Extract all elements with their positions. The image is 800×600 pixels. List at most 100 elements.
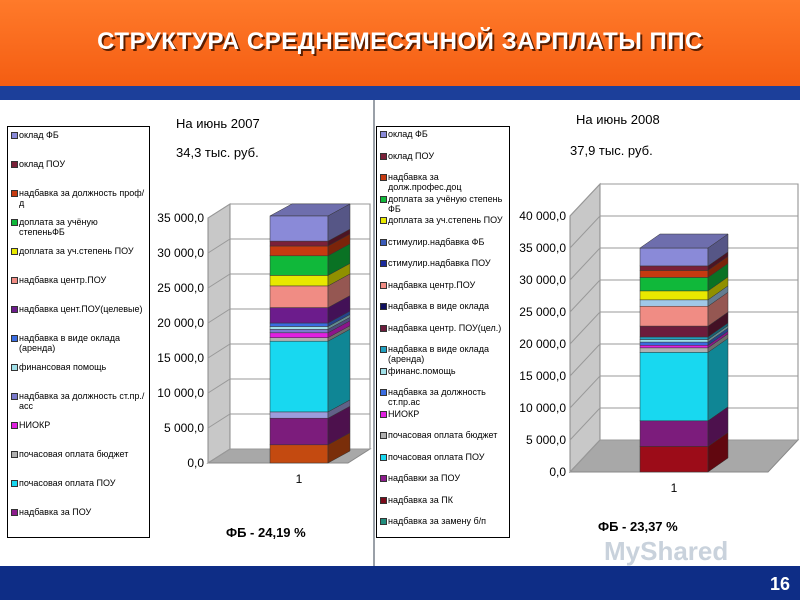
gridline — [569, 247, 798, 281]
page-number: 16 — [769, 574, 790, 594]
y-tick-label: 15 000,0 — [519, 369, 566, 383]
legend-swatch — [380, 217, 387, 224]
legend-swatch — [11, 306, 18, 313]
bar-segment — [269, 417, 329, 446]
legend-label: почасовая оплата ПОУ — [19, 478, 116, 488]
bar-segment — [639, 345, 709, 349]
gridline — [569, 279, 798, 313]
y-tick-label: 30 000,0 — [519, 273, 566, 287]
bar-segment — [639, 339, 709, 343]
legend-label: доплата за уч.степень ПОУ — [19, 246, 134, 256]
gridline — [569, 439, 798, 473]
legend-label: надбавка за долж.профес.доц — [388, 172, 462, 192]
legend-label: надбавка в виде оклада (аренда) — [19, 333, 121, 353]
bar-segment — [269, 275, 329, 287]
gridline — [569, 183, 798, 217]
chart-2007: 0,0 5 000,0 10 000,0 15 000,0 20 000,0 25 000… — [157, 203, 372, 486]
legend-label: доплата за учёную степеньФБ — [19, 217, 98, 237]
bar-top — [269, 203, 351, 217]
gridline — [569, 343, 798, 377]
y-tick-label: 0,0 — [187, 456, 204, 470]
bar-segment — [639, 265, 709, 271]
bar-segment — [639, 420, 709, 447]
legend-swatch — [11, 190, 18, 197]
panel-divider — [373, 100, 375, 566]
y-tick-label: 35 000,0 — [519, 241, 566, 255]
bar-top — [639, 233, 729, 249]
bar-segment — [269, 215, 329, 242]
legend-swatch — [380, 432, 387, 439]
legend-swatch — [380, 174, 387, 181]
bar-segment — [269, 337, 329, 342]
legend-label: надбавки за ПОУ — [388, 473, 461, 483]
bar-segment — [269, 240, 329, 247]
bar-segment — [269, 322, 329, 327]
legend-label: почасовая оплата бюджет — [388, 430, 498, 440]
legend-label: финанс.помощь — [388, 365, 456, 376]
bar-segment — [269, 245, 329, 257]
y-tick-label: 30 000,0 — [157, 246, 204, 260]
bar-segment — [639, 325, 709, 338]
legend-swatch — [380, 238, 387, 246]
legend-swatch — [380, 152, 387, 160]
period-2007: На июнь 2007 — [176, 116, 260, 131]
legend-label: надбавка центр. ПОУ(цел.) — [388, 322, 502, 333]
watermark-logo: MyShared — [604, 536, 729, 566]
legend-swatch — [11, 132, 18, 139]
legend-swatch — [380, 131, 387, 138]
bar-segment — [639, 341, 709, 346]
side-wall — [207, 203, 231, 464]
bar-segment — [639, 299, 709, 307]
legend-swatch — [11, 248, 18, 255]
legend-swatch — [380, 195, 387, 203]
legend-label: надбавка за замену б/п — [388, 516, 487, 526]
slide-footer — [0, 566, 800, 600]
y-tick-label: 5 000,0 — [164, 421, 204, 435]
y-tick-label: 40 000,0 — [519, 209, 566, 223]
legend-swatch — [11, 219, 18, 226]
bar-segment — [269, 285, 329, 308]
legend-label: надбавка за ПК — [388, 494, 453, 505]
legend-2008: оклад ФБ оклад ПОУ надбавка за долж.профес… — [376, 126, 510, 538]
legend-label: НИОКР — [388, 408, 420, 419]
legend-swatch — [380, 518, 387, 525]
y-tick-label: 20 000,0 — [519, 337, 566, 351]
legend-swatch — [11, 393, 18, 400]
x-tick-label: 1 — [296, 472, 303, 486]
bar-segment — [639, 270, 709, 278]
legend-label: надбавка в виде оклада — [388, 301, 490, 311]
legend-label: надбавка за должность ст.пр./асс — [19, 391, 145, 411]
legend-2007: оклад ФБ оклад ПОУ надбавка за должность п… — [7, 126, 150, 538]
bar-segment — [269, 329, 329, 334]
header-stripe — [0, 86, 800, 100]
y-tick-label: 0,0 — [549, 465, 566, 479]
legend-swatch — [11, 335, 18, 342]
legend-swatch — [380, 453, 387, 461]
legend-label: стимулир.надбавка ПОУ — [388, 258, 491, 268]
legend-label: финансовая помощь — [19, 362, 107, 372]
legend-label: надбавка центр.ПОУ — [19, 275, 107, 285]
legend-label: надбавка в виде оклада (аренда) — [388, 344, 490, 364]
legend-label: доплата за учёную степень ФБ — [388, 193, 503, 214]
legend-label: надбавка за ПОУ — [19, 507, 92, 517]
y-tick-label: 20 000,0 — [157, 316, 204, 330]
legend-swatch — [11, 451, 18, 458]
bar-segment — [639, 352, 709, 422]
gridline — [569, 311, 798, 345]
legend-swatch — [11, 422, 18, 429]
legend-swatch — [11, 509, 18, 516]
y-tick-label: 25 000,0 — [157, 281, 204, 295]
fb-share-2008: ФБ - 23,37 % — [598, 519, 678, 534]
legend-swatch — [380, 410, 387, 418]
x-tick-label: 1 — [671, 481, 678, 495]
legend-swatch — [380, 475, 387, 482]
y-tick-label: 15 000,0 — [157, 351, 204, 365]
slide-header — [0, 0, 800, 86]
chart-2008: 0,0 5 000,0 10 000,0 15 000,0 20 000,0 25 000… — [519, 182, 800, 495]
legend-swatch — [11, 277, 18, 284]
y-tick-label: 35 000,0 — [157, 211, 204, 225]
bar-segment-side — [707, 337, 729, 422]
legend-label: почасовая оплата бюджет — [19, 449, 129, 459]
legend-swatch — [11, 364, 18, 371]
legend-label: оклад ПОУ — [19, 159, 66, 169]
